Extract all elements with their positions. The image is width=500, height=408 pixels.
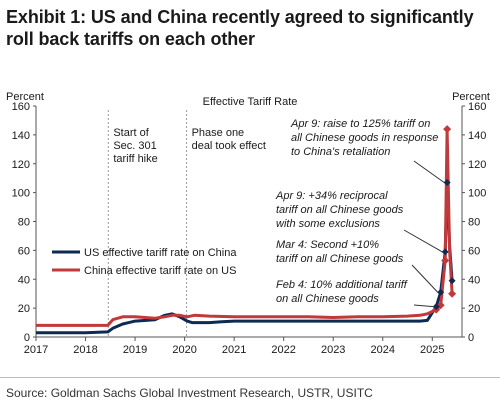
annotation-pointer-3 bbox=[413, 304, 434, 308]
y-tick-label-right: 120 bbox=[468, 159, 486, 171]
y-tick-label-right: 40 bbox=[468, 274, 480, 286]
event-label-0: Sec. 301 bbox=[113, 140, 156, 152]
y-tick-label-left: 60 bbox=[18, 245, 30, 257]
x-tick-label: 2017 bbox=[24, 344, 48, 356]
event-label-0: tariff hike bbox=[113, 153, 157, 165]
us-marker bbox=[437, 288, 445, 296]
annotation-text-1: tariff on all Chinese goods bbox=[276, 204, 404, 216]
event-label-0: Start of bbox=[113, 127, 149, 139]
y-tick-label-right: 0 bbox=[468, 332, 474, 344]
x-tick-label: 2022 bbox=[271, 344, 295, 356]
china-marker bbox=[441, 256, 450, 265]
x-tick-label: 2021 bbox=[222, 344, 246, 356]
y-tick-label-left: 0 bbox=[24, 332, 30, 344]
legend-label-china: China effective tariff rate on US bbox=[84, 265, 236, 277]
markers-group bbox=[432, 125, 457, 314]
annotation-text-1: with some exclusions bbox=[276, 218, 380, 230]
y-tick-label-left: 100 bbox=[12, 188, 30, 200]
annotation-text-0: all Chinese goods in response bbox=[291, 132, 438, 144]
x-tick-label: 2019 bbox=[123, 344, 147, 356]
y-tick-label-right: 160 bbox=[468, 101, 486, 113]
china-marker bbox=[443, 125, 452, 134]
y-axis-label-right: Percent bbox=[452, 91, 490, 103]
event-label-1: Phase one bbox=[192, 127, 245, 139]
y-tick-label-left: 140 bbox=[12, 130, 30, 142]
x-tick-label: 2025 bbox=[420, 344, 444, 356]
y-tick-label-left: 120 bbox=[12, 159, 30, 171]
y-tick-label-right: 60 bbox=[468, 245, 480, 257]
y-tick-label-left: 40 bbox=[18, 274, 30, 286]
chart-inner-title: Effective Tariff Rate bbox=[203, 96, 298, 108]
legend-label-us: US effective tariff rate on China bbox=[84, 247, 237, 259]
x-tick-label: 2020 bbox=[172, 344, 196, 356]
source-note: Source: Goldman Sachs Global Investment … bbox=[6, 386, 373, 400]
annotation-text-2: Mar 4: Second +10% bbox=[276, 239, 379, 251]
annotation-text-1: Apr 9: +34% reciprocal bbox=[275, 190, 388, 202]
annotation-pointer-0 bbox=[413, 160, 445, 183]
series-china-line bbox=[36, 127, 454, 327]
y-tick-label-right: 140 bbox=[468, 130, 486, 142]
y-tick-label-right: 80 bbox=[468, 217, 480, 229]
us-marker bbox=[443, 179, 451, 187]
x-tick-label: 2018 bbox=[73, 344, 97, 356]
annotations-group: Apr 9: raise to 125% tariff on all Chines… bbox=[275, 118, 445, 308]
us-marker bbox=[448, 277, 456, 285]
chart-title: Exhibit 1: US and China recently agreed … bbox=[6, 7, 474, 49]
y-tick-label-right: 100 bbox=[468, 188, 486, 200]
annotation-pointer-2 bbox=[411, 264, 439, 293]
y-tick-label-left: 160 bbox=[12, 101, 30, 113]
footer-divider bbox=[0, 377, 500, 378]
x-tick-label: 2024 bbox=[371, 344, 395, 356]
annotation-text-0: Apr 9: raise to 125% tariff on bbox=[290, 118, 430, 130]
us-marker bbox=[441, 248, 449, 256]
annotation-text-0: to China's retaliation bbox=[291, 146, 390, 158]
y-tick-label-left: 20 bbox=[18, 303, 30, 315]
series-group bbox=[36, 127, 454, 335]
annotation-text-3: on all Chinese goods bbox=[276, 293, 379, 305]
x-tick-label: 2023 bbox=[321, 344, 345, 356]
legend-group: US effective tariff rate on China China e… bbox=[52, 247, 237, 277]
us-marker bbox=[432, 303, 440, 311]
annotation-text-2: tariff on all Chinese goods bbox=[276, 253, 404, 265]
event-label-1: deal took effect bbox=[192, 140, 266, 152]
china-marker bbox=[448, 289, 457, 298]
y-tick-label-left: 80 bbox=[18, 217, 30, 229]
y-axis-label-left: Percent bbox=[6, 91, 44, 103]
y-tick-label-right: 20 bbox=[468, 303, 480, 315]
annotation-pointer-1 bbox=[403, 229, 443, 253]
annotation-text-3: Feb 4: 10% additional tariff bbox=[276, 279, 408, 291]
